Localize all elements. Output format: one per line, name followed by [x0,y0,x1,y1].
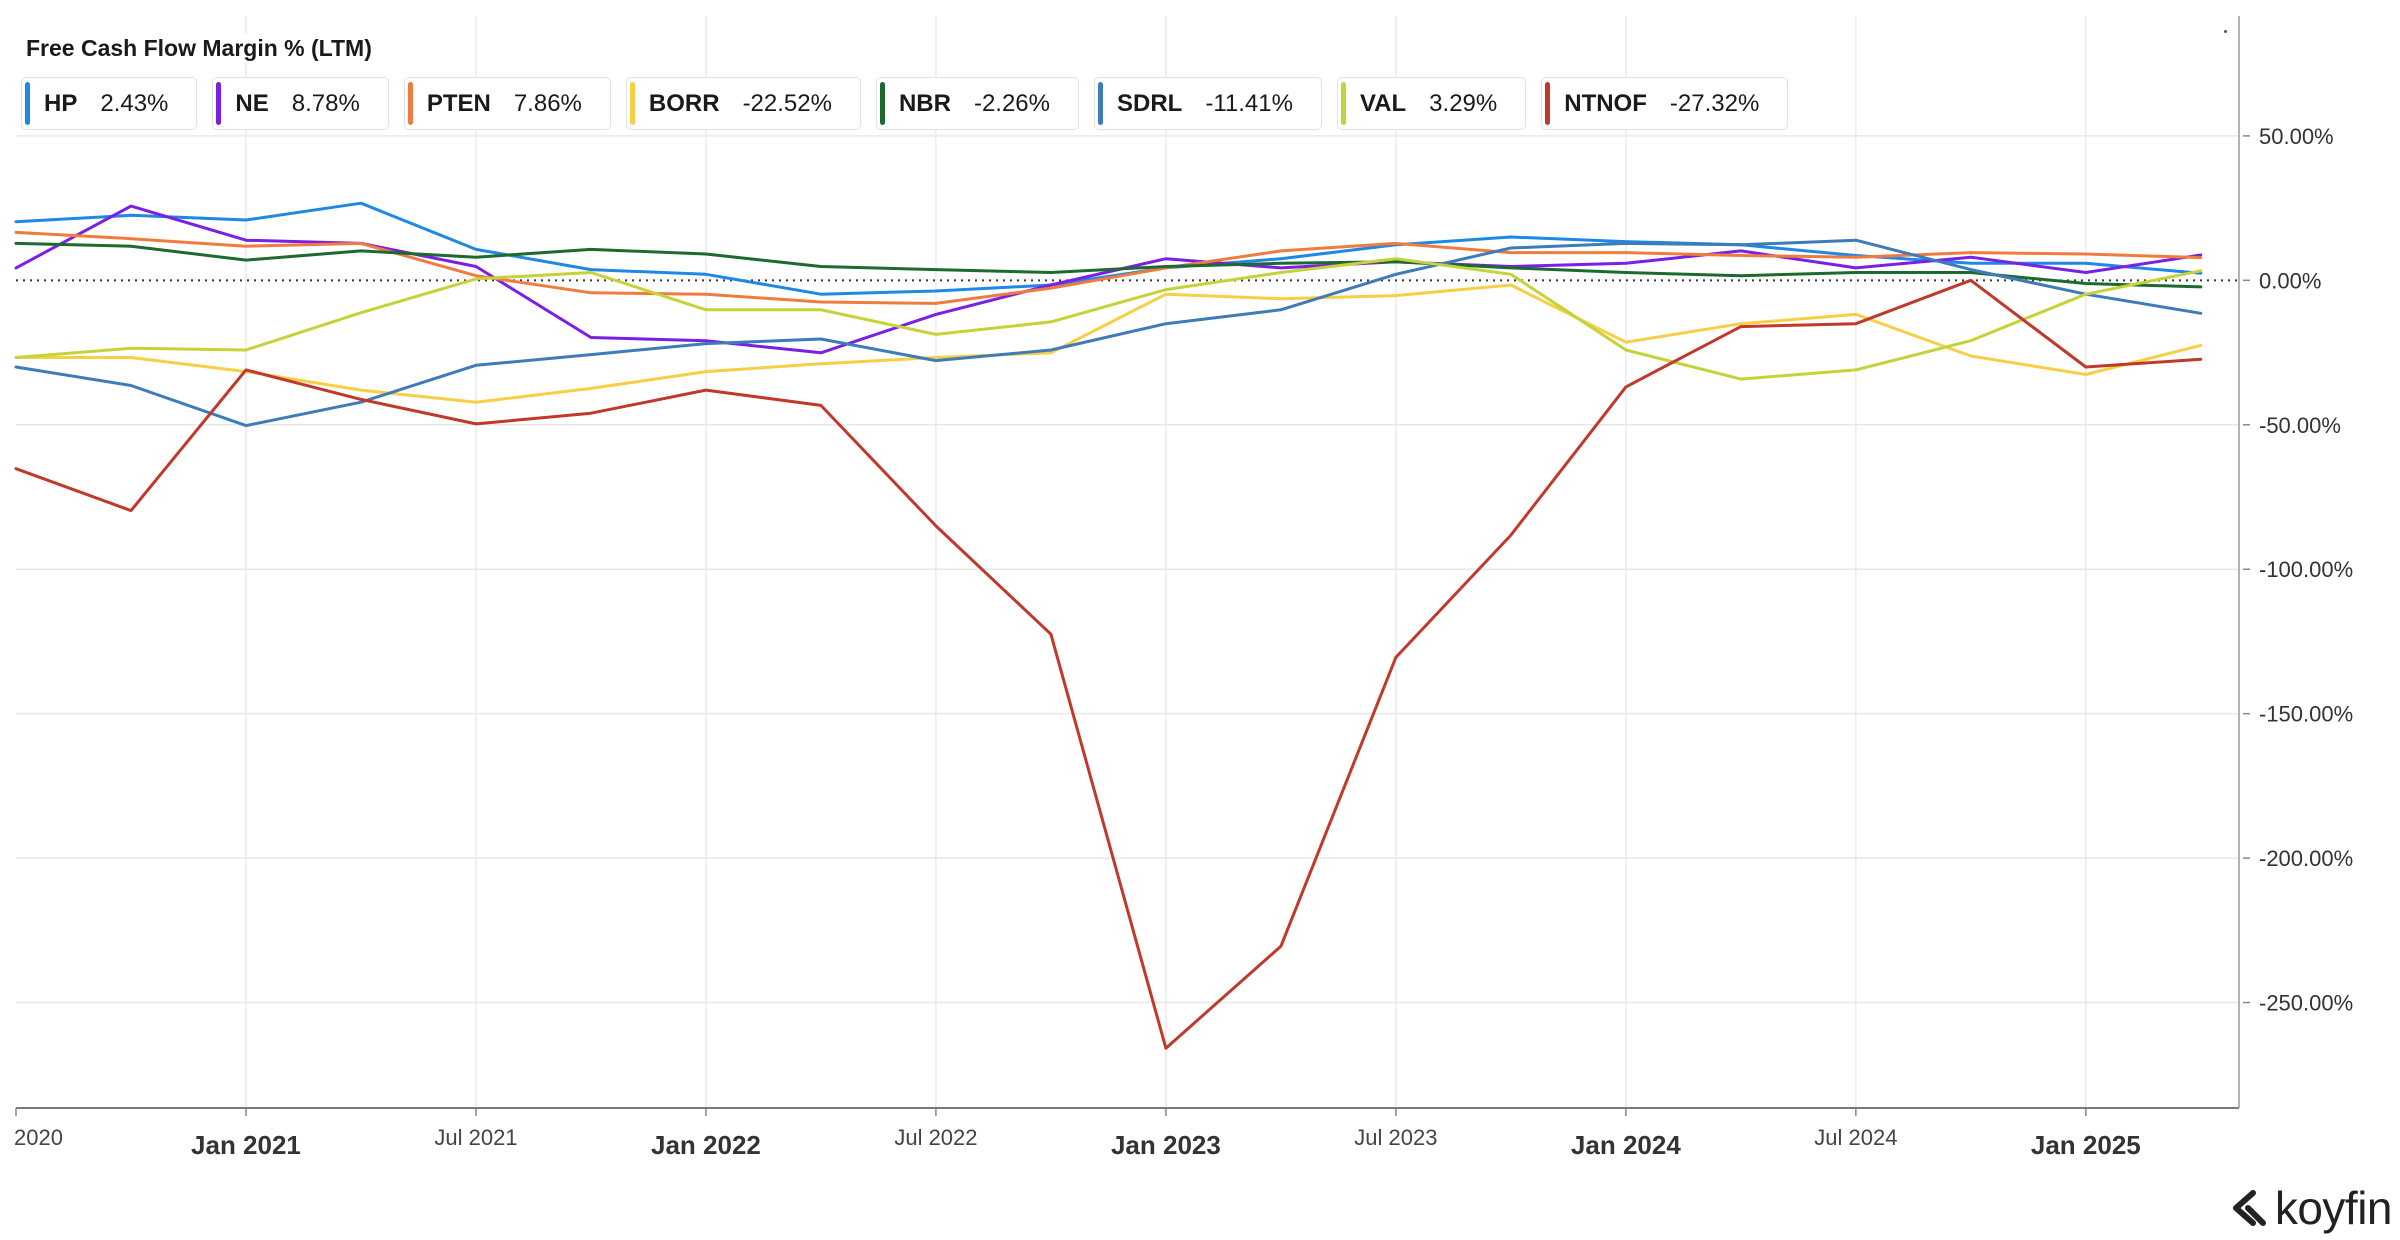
legend-value: 7.86% [513,89,582,117]
legend-ticker: BORR [648,89,720,117]
series-line-pten [14,230,2203,305]
series-line-nbr [14,241,2203,289]
legend-ticker: PTEN [426,89,491,117]
legend-ticker: NBR [898,89,951,117]
legend-ticker: HP [44,89,78,117]
legend-color-swatch [407,82,413,125]
series-line-borr [14,283,2203,404]
x-tick-label: Jul 2023 [1354,1125,1437,1150]
x-tick-label: Jul 2024 [1814,1125,1897,1150]
y-tick-label: -100.00% [2259,557,2353,582]
legend-value: 2.43% [100,89,169,117]
series-line-hp [14,201,2203,296]
series-line-sdrl [14,238,2203,428]
x-tick-label: Jan 2024 [1571,1130,1681,1160]
legend-chip-val[interactable]: VAL 3.29% [1336,77,1527,130]
chart-title: Free Cash Flow Margin % (LTM) [26,34,378,62]
legend-ticker: SDRL [1117,89,1183,117]
legend-color-swatch [879,82,885,125]
legend-chip-hp[interactable]: HP 2.43% [21,77,198,130]
y-tick-label: -200.00% [2259,846,2353,871]
legend-chip-sdrl[interactable]: SDRL -11.41% [1094,77,1322,130]
x-tick-label: 2020 [14,1125,63,1150]
legend-value: -11.41% [1205,89,1293,117]
legend-value: -22.52% [742,89,832,117]
legend-value: -27.32% [1669,89,1760,117]
x-tick-label: Jul 2021 [434,1125,517,1150]
legend-color-swatch [1340,82,1346,125]
koyfin-logo: koyfin [2229,1182,2393,1234]
x-tick-label: Jan 2023 [1111,1130,1221,1160]
legend-chip-ntnof[interactable]: NTNOF -27.32% [1541,77,1789,130]
corner-dot-icon [2224,30,2227,33]
x-tick-label: Jul 2022 [894,1125,977,1150]
y-tick-label: -150.00% [2259,702,2353,727]
legend-color-swatch [1545,82,1551,125]
legend-chip-borr[interactable]: BORR -22.52% [625,77,861,130]
legend-ticker: NE [235,89,269,117]
legend-ticker: NTNOF [1564,89,1647,117]
series-line-ntnof [14,278,2203,1050]
legend-chip-ne[interactable]: NE 8.78% [212,77,389,130]
legend-color-swatch [1098,82,1103,125]
legend-value: 3.29% [1429,89,1498,117]
y-tick-label: -50.00% [2259,413,2341,438]
x-tick-label: Jan 2022 [651,1130,761,1160]
y-tick-label: 50.00% [2259,124,2334,149]
legend-color-swatch [25,82,30,125]
legend-value: -2.26% [973,89,1050,117]
x-tick-label: Jan 2021 [191,1130,301,1160]
y-tick-label: 0.00% [2259,268,2321,293]
legend-color-swatch [629,82,635,125]
legend-value: 8.78% [291,89,360,117]
legend-ticker: VAL [1359,89,1407,117]
y-tick-label: -250.00% [2259,991,2353,1016]
legend-color-swatch [216,82,222,125]
koyfin-mark-icon [2232,1190,2266,1226]
series-line-val [14,257,2203,381]
koyfin-logo-text: koyfin [2274,1182,2393,1234]
legend-chip-pten[interactable]: PTEN 7.86% [403,77,611,130]
legend-chip-nbr[interactable]: NBR -2.26% [875,77,1079,130]
chart-legend: HP 2.43% NE 8.78% PTEN 7.86% BORR -22.52… [21,77,1789,130]
x-tick-label: Jan 2025 [2031,1130,2141,1160]
